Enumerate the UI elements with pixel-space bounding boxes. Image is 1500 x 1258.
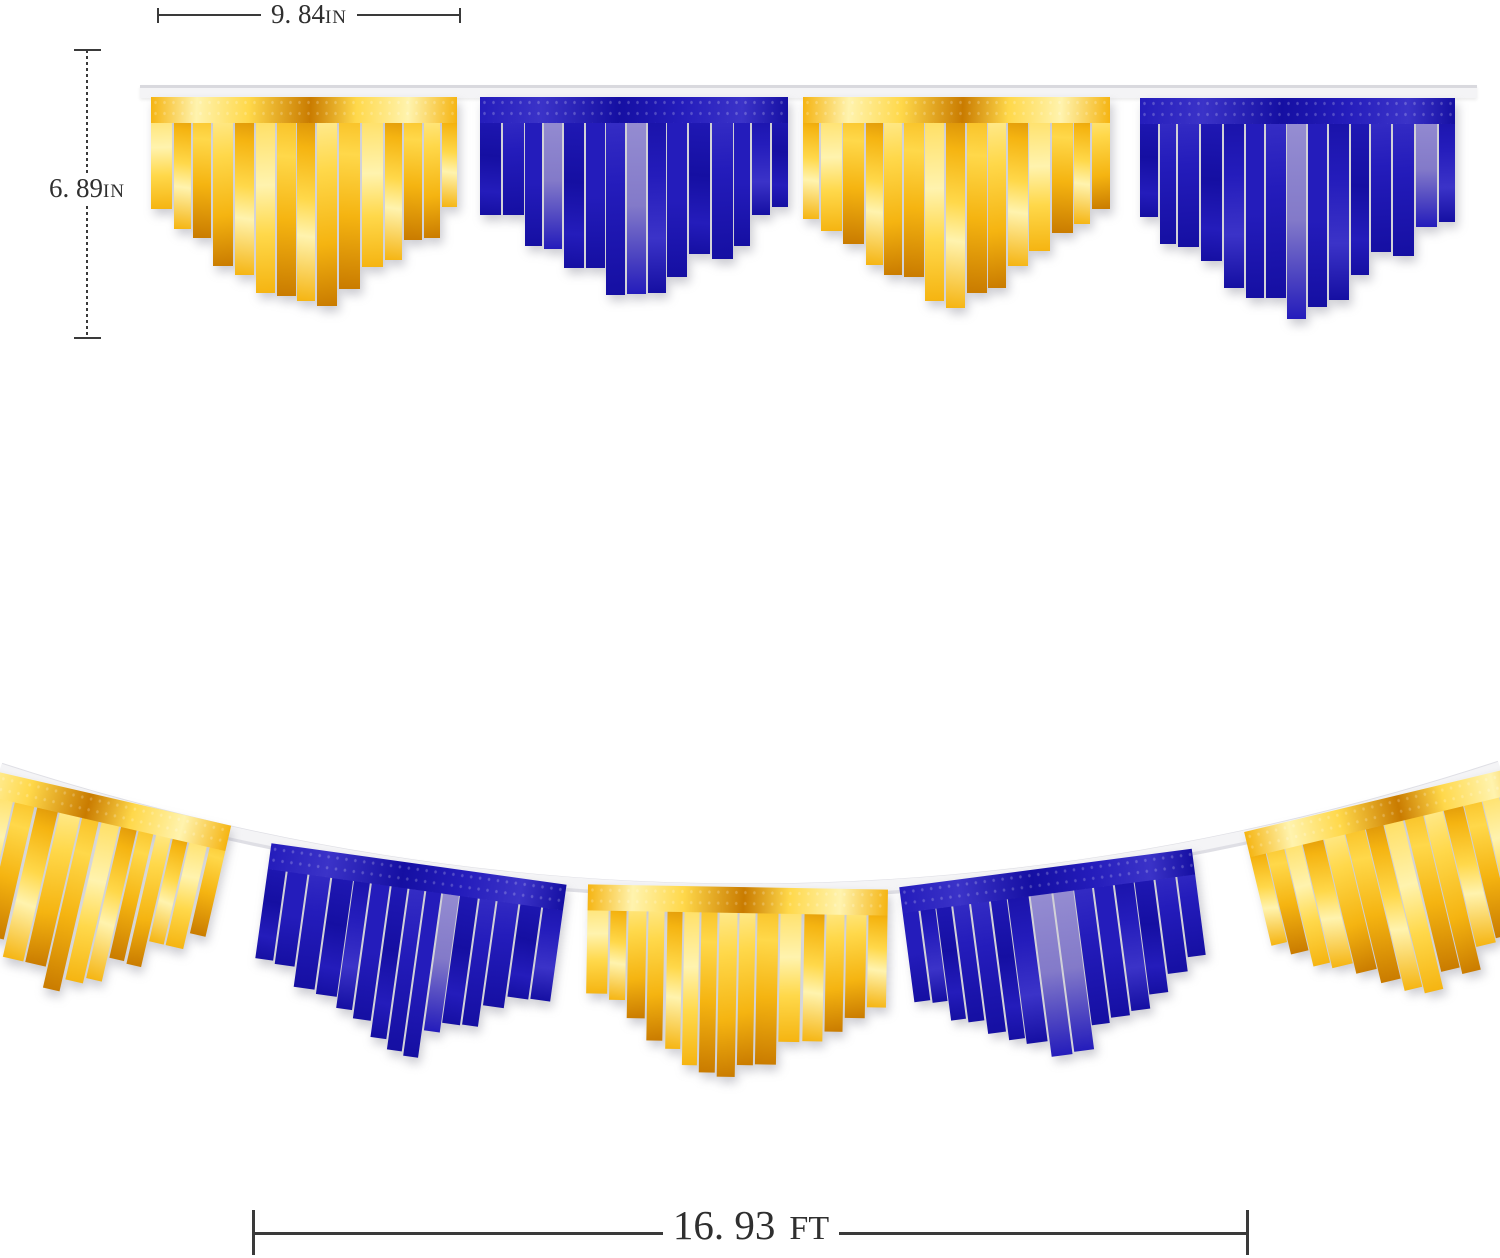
foil-strip [502,97,524,215]
foil-strip [1245,98,1264,298]
foil-strip [480,97,501,215]
foil-strip [385,97,403,260]
width-dimension-tick-left [157,8,159,23]
foil-strip [151,97,172,209]
bottom-pennant-2 [244,843,567,1077]
foil-strip [1029,97,1051,251]
foil-strip [843,97,865,244]
foil-strip [865,97,883,265]
foil-strip [1287,98,1307,319]
foil-strip [297,97,316,301]
top-pennant-1 [151,97,457,309]
foil-strip [698,886,718,1073]
foil-strip [441,97,457,207]
foil-strip [734,97,751,246]
bottom-pennant-4 [899,848,1217,1080]
foil-strip [192,97,211,238]
foil-strip [925,97,945,301]
height-unit: IN [102,181,126,202]
foil-strip [771,97,788,207]
fringe-fold-band [480,97,788,123]
foil-strip [1140,98,1158,217]
foil-strip [1329,98,1350,300]
foil-strip [820,97,842,231]
foil-strip [1351,98,1370,275]
width-dimension-label: 9. 84IN [158,0,460,32]
height-dimension-tick-bottom [74,337,101,339]
foil-strip [234,97,254,275]
foil-strip [903,97,924,277]
foil-strip [945,97,965,308]
foil-strip [716,886,738,1077]
foil-strip [803,97,819,219]
foil-strip [689,97,711,254]
fringe-fold-band [1140,98,1455,124]
foil-strip [1074,97,1091,224]
width-value: 9. 84 [270,0,325,29]
top-pennant-4 [1140,98,1455,319]
foil-strip [1200,98,1222,261]
height-dimension-tick-top [74,49,101,51]
length-value: 16. 93 [672,1202,776,1248]
width-dimension-tick-right [459,8,461,23]
height-value: 6. 89 [48,173,103,203]
foil-strip [1308,98,1328,307]
height-dimension-label: 6. 89IN [38,173,136,206]
foil-strip [173,97,191,229]
foil-strip [966,97,987,293]
foil-strip [1051,97,1073,233]
foil-strip [667,97,688,277]
foil-strip [563,97,584,268]
foil-strip [255,97,275,293]
bottom-pennant-3 [585,884,888,1083]
foil-strip [1223,98,1244,288]
foil-strip [423,97,440,238]
width-unit: IN [324,7,348,28]
foil-strip [404,97,423,240]
foil-strip [362,97,384,267]
foil-strip [585,97,605,268]
length-dimension-label: 16. 93 FT [253,1202,1249,1250]
length-unit: FT [789,1210,830,1247]
foil-strip [988,97,1007,288]
foil-strip [212,97,233,266]
foil-strip [884,97,903,275]
foil-strip [276,97,296,296]
foil-strip [626,97,646,294]
foil-strip [544,97,563,249]
foil-strip [647,97,666,293]
foil-strip [752,97,771,215]
fringe-fold-band [151,97,457,123]
top-banner-string [140,85,1477,98]
foil-strip [1177,98,1199,247]
fringe-fold-band [587,884,888,916]
foil-strip [1371,98,1392,252]
top-pennant-3 [803,97,1110,308]
foil-strip [1415,98,1437,227]
foil-strip [711,97,733,259]
foil-strip [1265,98,1286,298]
foil-strip [525,97,543,246]
foil-strip [755,887,780,1065]
foil-strip [1007,97,1028,266]
top-pennant-2 [480,97,788,300]
foil-strip [317,97,338,306]
foil-strip [1159,98,1176,244]
foil-strip [681,886,700,1066]
foil-strip [339,97,361,289]
foil-strip [606,97,626,295]
length-dimension-tick-left [252,1210,255,1255]
length-dimension-tick-right [1246,1210,1249,1255]
foil-strip [1091,97,1110,209]
foil-strip [1393,98,1415,256]
foil-strip [737,887,757,1066]
fringe-fold-band [803,97,1110,123]
foil-strip [1438,98,1455,222]
